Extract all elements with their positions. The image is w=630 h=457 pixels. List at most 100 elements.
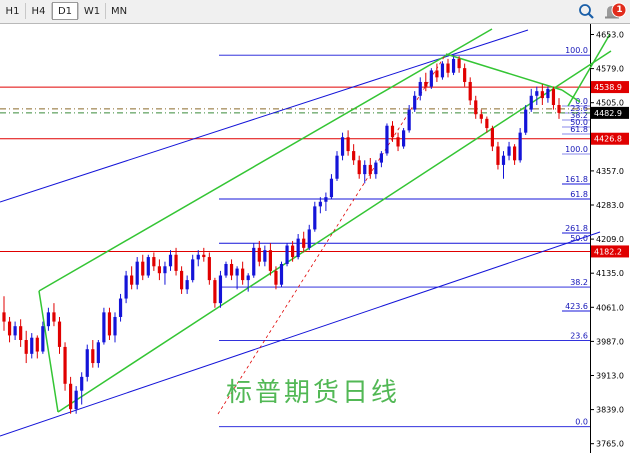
candle-body [19,326,23,341]
candle-body [124,275,128,299]
price-chart[interactable]: 100.061.850.038.223.60.0161.8261.8423.60… [0,24,630,453]
candle-body [174,254,178,271]
lower-trend-line[interactable] [0,231,601,437]
candle-body [7,321,12,336]
price-tags: 4538.9 4482.9 4426.8 4182.2 [591,81,629,258]
rebound-channel-side[interactable] [561,89,581,103]
candle-body [246,275,250,281]
candle-body [363,164,367,175]
candle-body [368,164,372,175]
candle-body [313,206,317,230]
candle-body [91,349,95,364]
price-axis [590,24,630,453]
price-tick-label: 3765.0 [596,440,624,449]
candlesticks [2,56,561,414]
candle-body [13,326,17,336]
candle-body [546,88,550,99]
candle-body [535,91,539,96]
price-tag-box [591,245,629,258]
candle-body [80,376,84,391]
candle-body [218,275,223,304]
candle-body [529,95,533,110]
candle-body [279,263,284,285]
recent-fib-label: 50.0 [570,118,588,127]
candle-body [357,160,361,175]
search-icon[interactable] [577,2,597,22]
candle-body [451,58,456,73]
candle-body [518,132,522,161]
price-tick-label: 3913.0 [596,371,624,380]
candle-body [540,91,544,99]
candle-body [141,261,145,276]
tab-mn[interactable]: MN [110,6,128,17]
candle-body [296,238,300,258]
price-tick-label: 4283.0 [596,201,624,210]
fib-extension-label: 161.8 [565,175,588,184]
candle-body [557,105,561,113]
notification-count: 1 [616,5,623,15]
candle-body [524,109,528,133]
price-tick-label: 4061.0 [596,303,624,312]
candle-body [291,245,295,258]
candle-body [274,270,278,285]
fibonacci-retracement[interactable]: 100.061.850.038.223.60.0161.8261.8423.60… [219,46,590,428]
channel-lower-line[interactable] [57,50,612,413]
down-trend-line[interactable] [445,53,563,91]
price-tick-label: 4209.0 [596,235,624,244]
candle-body [352,151,356,161]
tab-h4[interactable]: H4 [31,6,46,17]
candle-body [30,337,34,354]
candle-body [507,146,511,156]
candle-body [135,261,139,285]
tab-h1[interactable]: H1 [5,6,20,17]
price-tag-box [591,106,629,119]
chart-canvas[interactable]: 100.061.850.038.223.60.0161.8261.8423.60… [0,24,630,453]
candle-body [130,275,134,285]
fib-level-label: 38.2 [570,278,588,287]
channel-upper-line[interactable] [38,28,493,292]
candle-body [146,257,150,276]
notification-bell-icon[interactable]: 1 [602,2,628,22]
candle-body [24,340,28,354]
candle-body [413,95,417,110]
candle-body [440,63,445,78]
recent-fib-label: 23.6 [570,104,588,113]
candle-body [41,326,45,352]
candle-body [168,254,173,267]
candle-body [180,270,184,290]
price-tag-label: 4426.8 [594,135,622,144]
recent-fib-label: 0.0 [575,97,588,106]
rebound-channel-upper[interactable] [567,33,611,107]
tab-d1[interactable]: D1 [52,2,78,20]
recent-fib-label: 61.8 [570,125,588,134]
channel-side-line[interactable] [38,290,59,413]
candle-body [224,263,228,276]
fib-level-label: 0.0 [575,418,588,427]
tab-divider [25,3,26,19]
candle-body [52,312,56,322]
candle-body [241,268,245,281]
candle-body [96,342,100,364]
candle-body [235,268,239,276]
candle-body [474,100,478,115]
candle-body [191,259,195,281]
price-tick-label: 3987.0 [596,337,624,346]
fib-extension-label: 261.8 [565,224,588,233]
candle-body [257,247,261,262]
candle-body [424,81,428,87]
tab-divider [105,3,106,19]
price-tick-label: 4135.0 [596,269,624,278]
candle-body [446,63,450,73]
candle-body [285,245,289,264]
fib-level-label: 100.0 [565,46,588,55]
candle-body [2,312,6,322]
tab-divider [78,3,79,19]
candle-body [157,266,161,274]
tab-w1[interactable]: W1 [83,6,101,17]
tab-divider [51,3,52,19]
price-tag-box [591,132,629,145]
candle-body [429,70,433,87]
candle-body [457,58,461,69]
candle-body [252,247,256,276]
